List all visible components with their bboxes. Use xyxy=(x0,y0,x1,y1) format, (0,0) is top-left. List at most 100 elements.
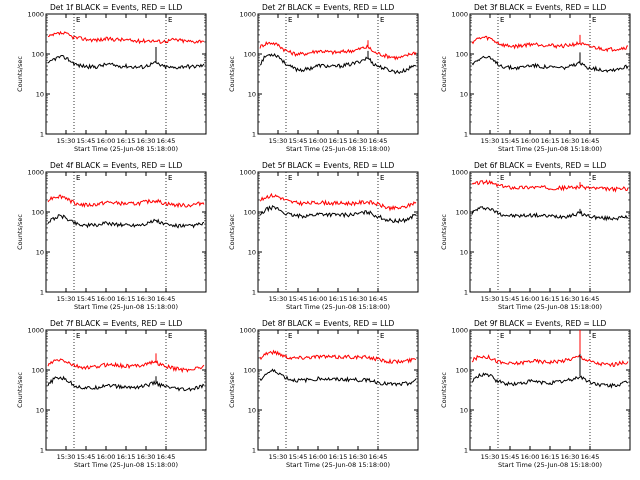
lld-series-line xyxy=(471,35,629,53)
marker-label: E xyxy=(76,16,80,24)
chart-panel-9: Det 9f BLACK = Events, RED = LLD E E 1 10 100… xyxy=(440,319,631,469)
events-series-line xyxy=(259,368,417,387)
events-series-line xyxy=(471,55,629,73)
x-tick-label: 16:00 xyxy=(97,137,116,145)
events-series-line xyxy=(471,372,629,389)
y-tick-label: 1000 xyxy=(451,169,468,177)
x-tick-label: 15:30 xyxy=(57,137,76,145)
y-tick-label: 1000 xyxy=(239,11,256,19)
marker-label: E xyxy=(168,16,172,24)
y-tick-label: 100 xyxy=(32,51,44,59)
y-tick-label: 10 xyxy=(248,91,256,99)
plot-frame xyxy=(469,329,631,451)
marker-label: E xyxy=(380,174,384,182)
y-axis-label: Counts/sec xyxy=(440,372,448,408)
x-tick-label: 16:00 xyxy=(309,295,328,303)
chart-panel-6: Det 6f BLACK = Events, RED = LLD E E 1 10 100… xyxy=(440,161,631,311)
plot-frame xyxy=(257,329,419,451)
y-tick-label: 100 xyxy=(456,51,468,59)
x-tick-label: 15:45 xyxy=(77,453,96,461)
x-tick-label: 15:30 xyxy=(269,295,288,303)
x-tick-label: 15:45 xyxy=(289,137,308,145)
y-axis-label: Counts/sec xyxy=(16,372,24,408)
plot-frame xyxy=(257,13,419,135)
plot-frame xyxy=(257,171,419,293)
marker-label: E xyxy=(592,174,596,182)
y-axis-label: Counts/sec xyxy=(16,56,24,92)
panel-title: Det 6f BLACK = Events, RED = LLD xyxy=(474,161,607,170)
events-series-line xyxy=(47,214,205,229)
y-tick-label: 1 xyxy=(464,289,468,297)
x-tick-label: 15:30 xyxy=(481,295,500,303)
y-axis-label: Counts/sec xyxy=(228,56,236,92)
x-tick-label: 16:45 xyxy=(157,137,176,145)
y-axis-label: Counts/sec xyxy=(440,56,448,92)
x-tick-label: 16:30 xyxy=(349,137,368,145)
x-tick-label: 16:30 xyxy=(137,295,156,303)
x-tick-label: 16:15 xyxy=(329,453,348,461)
lld-series-line xyxy=(47,30,205,45)
x-axis-label: Start Time (25-Jun-08 15:18:00) xyxy=(74,145,178,153)
x-tick-label: 15:45 xyxy=(77,137,96,145)
panel-title: Det 7f BLACK = Events, RED = LLD xyxy=(50,319,183,328)
lld-series-line xyxy=(259,192,417,212)
x-tick-label: 15:45 xyxy=(501,453,520,461)
y-tick-label: 1000 xyxy=(451,327,468,335)
x-tick-label: 15:30 xyxy=(269,137,288,145)
x-tick-label: 16:45 xyxy=(369,295,388,303)
x-tick-label: 15:45 xyxy=(289,453,308,461)
x-tick-label: 16:15 xyxy=(329,295,348,303)
chart-panel-4: Det 4f BLACK = Events, RED = LLD E E 1 10 100… xyxy=(16,161,207,311)
x-axis-label: Start Time (25-Jun-08 15:18:00) xyxy=(74,461,178,469)
x-axis-label: Start Time (25-Jun-08 15:18:00) xyxy=(498,145,602,153)
x-tick-label: 15:30 xyxy=(481,137,500,145)
x-axis-label: Start Time (25-Jun-08 15:18:00) xyxy=(498,461,602,469)
x-tick-label: 16:45 xyxy=(369,137,388,145)
y-tick-label: 1 xyxy=(464,131,468,139)
x-tick-label: 16:30 xyxy=(349,295,368,303)
y-axis-label: Counts/sec xyxy=(228,214,236,250)
marker-label: E xyxy=(76,174,80,182)
y-tick-label: 100 xyxy=(32,367,44,375)
lld-series-line xyxy=(471,179,629,193)
events-series-line xyxy=(47,55,205,70)
y-tick-label: 10 xyxy=(460,407,468,415)
x-tick-label: 15:45 xyxy=(501,137,520,145)
y-axis-label: Counts/sec xyxy=(228,372,236,408)
x-tick-label: 16:00 xyxy=(521,295,540,303)
plot-frame xyxy=(45,13,207,135)
x-tick-label: 16:30 xyxy=(561,453,580,461)
x-tick-label: 15:45 xyxy=(77,295,96,303)
x-tick-label: 16:00 xyxy=(309,453,328,461)
y-tick-label: 100 xyxy=(456,209,468,217)
marker-label: E xyxy=(380,16,384,24)
lld-series-line xyxy=(259,41,417,61)
x-axis-label: Start Time (25-Jun-08 15:18:00) xyxy=(286,461,390,469)
y-tick-label: 1 xyxy=(40,289,44,297)
x-tick-label: 16:15 xyxy=(541,453,560,461)
y-tick-label: 1 xyxy=(40,131,44,139)
chart-panel-1: Det 1f BLACK = Events, RED = LLD E E 1 10 100… xyxy=(16,3,207,153)
y-tick-label: 10 xyxy=(36,407,44,415)
x-tick-label: 16:15 xyxy=(541,137,560,145)
y-tick-label: 100 xyxy=(244,51,256,59)
events-series-line xyxy=(259,204,417,224)
chart-panel-3: Det 3f BLACK = Events, RED = LLD E E 1 10 100… xyxy=(440,3,631,153)
y-tick-label: 1000 xyxy=(239,169,256,177)
marker-label: E xyxy=(592,16,596,24)
y-tick-label: 1 xyxy=(252,131,256,139)
plot-frame xyxy=(469,13,631,135)
panel-title: Det 2f BLACK = Events, RED = LLD xyxy=(262,3,395,12)
y-tick-label: 1 xyxy=(252,447,256,455)
x-tick-label: 16:30 xyxy=(561,295,580,303)
y-tick-label: 1 xyxy=(252,289,256,297)
marker-label: E xyxy=(288,174,292,182)
plot-frame xyxy=(45,171,207,293)
panel-title: Det 3f BLACK = Events, RED = LLD xyxy=(474,3,607,12)
chart-panel-7: Det 7f BLACK = Events, RED = LLD E E 1 10 100… xyxy=(16,319,207,469)
x-tick-label: 16:45 xyxy=(581,137,600,145)
panel-title: Det 8f BLACK = Events, RED = LLD xyxy=(262,319,395,328)
x-tick-label: 15:30 xyxy=(57,295,76,303)
y-tick-label: 1000 xyxy=(27,11,44,19)
x-tick-label: 16:00 xyxy=(521,137,540,145)
